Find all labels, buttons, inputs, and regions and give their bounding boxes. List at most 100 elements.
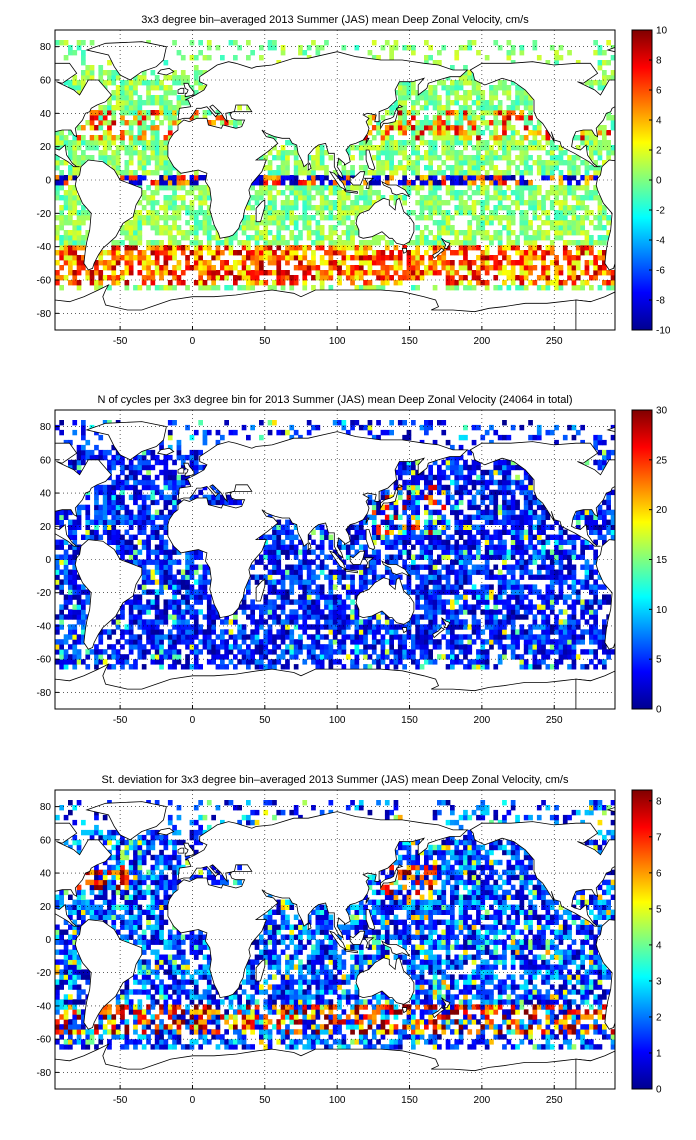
heatmap-cell bbox=[584, 165, 590, 171]
heatmap-cell bbox=[345, 255, 351, 261]
heatmap-cell bbox=[450, 559, 455, 565]
heatmap-cell bbox=[159, 659, 164, 665]
heatmap-cell bbox=[167, 180, 173, 186]
heatmap-cell bbox=[549, 155, 555, 161]
heatmap-cell bbox=[246, 200, 251, 206]
heatmap-cell bbox=[306, 634, 312, 640]
heatmap-cell bbox=[315, 574, 321, 580]
heatmap-cell bbox=[367, 624, 373, 630]
heatmap-cell bbox=[272, 200, 277, 206]
heatmap-cell bbox=[354, 614, 360, 620]
heatmap-cell bbox=[198, 260, 203, 266]
heatmap-cell bbox=[450, 659, 455, 665]
heatmap-cell bbox=[571, 195, 577, 201]
heatmap-cell bbox=[437, 235, 442, 241]
heatmap-cell bbox=[437, 240, 442, 246]
heatmap-cell bbox=[463, 574, 468, 580]
heatmap-cell bbox=[502, 180, 507, 186]
coastline-greenland bbox=[85, 41, 167, 81]
heatmap-cell bbox=[172, 609, 177, 615]
heatmap-cell bbox=[280, 594, 286, 600]
heatmap-cell bbox=[150, 170, 156, 176]
heatmap-cell bbox=[384, 280, 390, 286]
heatmap-cell bbox=[432, 155, 438, 161]
heatmap-cell bbox=[597, 85, 603, 91]
heatmap-cell bbox=[76, 589, 82, 595]
heatmap-cell bbox=[337, 220, 342, 226]
heatmap-cell bbox=[267, 240, 273, 246]
heatmap-cell bbox=[510, 240, 516, 246]
heatmap-cell bbox=[163, 654, 169, 660]
heatmap-cell bbox=[68, 50, 73, 56]
heatmap-cell bbox=[597, 145, 603, 151]
heatmap-cell bbox=[302, 579, 308, 585]
heatmap-cell bbox=[233, 40, 238, 46]
heatmap-cell bbox=[463, 589, 468, 595]
heatmap-cell bbox=[341, 45, 347, 51]
heatmap-cell bbox=[220, 275, 225, 281]
heatmap-cell bbox=[267, 270, 273, 276]
heatmap-cell bbox=[519, 230, 525, 236]
heatmap-cell bbox=[324, 594, 329, 600]
heatmap-cell bbox=[554, 190, 559, 196]
heatmap-cell bbox=[419, 215, 425, 221]
heatmap-cell bbox=[159, 105, 164, 111]
heatmap-cell bbox=[146, 255, 151, 261]
heatmap-cell bbox=[246, 250, 251, 256]
heatmap-cell bbox=[267, 220, 273, 226]
heatmap-cell bbox=[523, 255, 529, 261]
heatmap-cell bbox=[319, 260, 325, 266]
heatmap-cell bbox=[358, 165, 364, 171]
heatmap-cell bbox=[328, 190, 334, 196]
heatmap-cell bbox=[545, 220, 551, 226]
heatmap-cell bbox=[59, 130, 64, 136]
heatmap-cell bbox=[59, 240, 64, 246]
heatmap-cell bbox=[337, 554, 342, 560]
heatmap-cell bbox=[319, 624, 325, 630]
heatmap-cell bbox=[233, 614, 238, 620]
heatmap-cell bbox=[371, 255, 377, 261]
heatmap-cell bbox=[450, 644, 455, 650]
heatmap-cell bbox=[133, 230, 138, 236]
heatmap-cell bbox=[167, 604, 173, 610]
heatmap-cell bbox=[141, 135, 147, 141]
heatmap-cell bbox=[602, 210, 607, 216]
chart-panel-1: 3x3 degree bin–averaged 2013 Summer (JAS… bbox=[37, 14, 671, 347]
heatmap-cell bbox=[276, 634, 282, 640]
heatmap-cell bbox=[432, 170, 438, 176]
heatmap-cell bbox=[254, 659, 260, 665]
heatmap-cell bbox=[167, 634, 173, 640]
heatmap-cell bbox=[254, 245, 260, 251]
heatmap-cell bbox=[467, 220, 473, 226]
heatmap-cell bbox=[389, 659, 394, 665]
heatmap-cell bbox=[593, 624, 598, 630]
coastline-madagascar bbox=[255, 199, 266, 223]
heatmap-cell bbox=[437, 230, 442, 236]
heatmap-cell bbox=[502, 549, 507, 555]
heatmap-cell bbox=[306, 574, 312, 580]
heatmap-cell bbox=[450, 195, 455, 201]
heatmap-cell bbox=[437, 609, 442, 615]
heatmap-cell bbox=[593, 634, 598, 640]
colorbar-tick-label: 0 bbox=[656, 176, 662, 187]
heatmap-cell bbox=[597, 125, 603, 131]
heatmap-cell bbox=[63, 205, 69, 211]
heatmap-cell bbox=[120, 225, 125, 231]
heatmap-cell bbox=[146, 85, 151, 91]
heatmap-cell bbox=[167, 175, 173, 181]
heatmap-cell bbox=[302, 589, 308, 595]
heatmap-cell bbox=[115, 150, 121, 156]
heatmap-cell bbox=[311, 604, 316, 610]
heatmap-cell bbox=[523, 125, 529, 131]
heatmap-cell bbox=[68, 589, 73, 595]
heatmap-cell bbox=[332, 185, 338, 191]
heatmap-cell bbox=[267, 40, 273, 46]
heatmap-cell bbox=[159, 230, 164, 236]
heatmap-cell bbox=[554, 559, 559, 565]
heatmap-cell bbox=[458, 165, 464, 171]
heatmap-cell bbox=[415, 275, 420, 281]
heatmap-cell bbox=[293, 175, 299, 181]
heatmap-cell bbox=[154, 649, 160, 655]
heatmap-cell bbox=[549, 175, 555, 181]
heatmap-cell bbox=[432, 115, 438, 121]
